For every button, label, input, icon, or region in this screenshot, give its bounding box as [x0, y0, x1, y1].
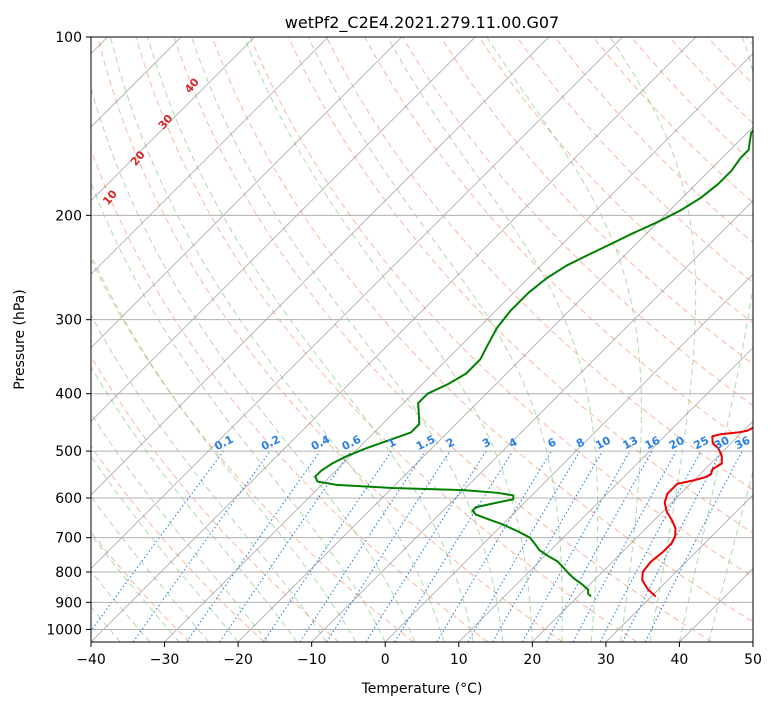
- isotherm-line: [91, 37, 476, 423]
- isotherm-line: [384, 273, 753, 642]
- moist-adiabat-line: [147, 37, 474, 642]
- dry-adiabat-line: [402, 37, 753, 407]
- isotherm-line: [91, 37, 403, 349]
- x-tick-label: 50: [744, 652, 762, 668]
- y-tick-label: 600: [55, 491, 82, 507]
- x-tick-label: −10: [297, 652, 327, 668]
- mixing-ratio-label: 30: [712, 434, 732, 453]
- y-tick-label: 700: [55, 531, 82, 547]
- dry-adiabat-line: [249, 37, 753, 578]
- mixing-ratio-label: 36: [733, 434, 753, 453]
- moist-adiabat-line: [387, 37, 599, 642]
- y-tick-label: 300: [55, 313, 82, 329]
- moist-adiabat-line: [708, 470, 753, 642]
- mixing-ratio-label: 20: [667, 434, 687, 453]
- y-tick-label: 500: [55, 444, 82, 460]
- mixing-ratio-line: [219, 450, 352, 642]
- moist-adiabat-line: [91, 253, 357, 642]
- y-axis-title: Pressure (hPa): [12, 289, 28, 389]
- dry-adiabat-line: [91, 258, 414, 642]
- dry-adiabat-line: [287, 37, 753, 534]
- isotherm-line: [91, 37, 550, 496]
- mixing-ratio-line: [521, 450, 631, 642]
- mixing-ratio-line: [91, 450, 224, 632]
- dry-adiabat-line: [97, 37, 563, 642]
- x-tick-label: 30: [597, 652, 615, 668]
- y-tick-label: 900: [55, 595, 82, 611]
- isotherm-line: [237, 126, 753, 642]
- x-tick-label: −20: [223, 652, 253, 668]
- series-layer: [314, 129, 753, 598]
- dry-adiabat-line: [630, 37, 753, 164]
- y-tick-label: 100: [55, 30, 82, 46]
- isotherm-line: [164, 52, 753, 642]
- background-lines: [91, 37, 753, 642]
- mixing-ratio-label: 25: [692, 434, 712, 453]
- isotherm-line: [91, 37, 256, 202]
- chart-title: wetPf2_C2E4.2021.279.11.00.G07: [285, 13, 559, 33]
- dry-adiabat-line: [326, 37, 753, 491]
- dry-adiabat-line: [91, 445, 265, 642]
- isotherm-line: [91, 37, 623, 570]
- mixing-ratio-line: [394, 450, 514, 642]
- mixing-ratio-line: [132, 450, 271, 642]
- mixing-ratio-line: [186, 450, 321, 642]
- mixing-ratio-line: [546, 450, 653, 642]
- mixing-ratio-label: 13: [621, 434, 641, 453]
- mixing-ratio-label: 10: [593, 434, 613, 453]
- y-tick-label: 400: [55, 387, 82, 403]
- axes: −40 −30 −20 −10 0 10 20 30 40 50 100 200 300 400 500 60…: [46, 30, 762, 668]
- plot-frame: [90, 36, 754, 643]
- y-tick-label: 800: [55, 565, 82, 581]
- isotherm-line: [531, 420, 753, 642]
- y-tick-label: 1000: [46, 622, 82, 638]
- moist-adiabat-line: [91, 412, 268, 642]
- isotherm-line: [311, 199, 753, 642]
- moist-adiabat-line: [91, 181, 386, 642]
- dry-adiabat-line: [135, 37, 638, 642]
- isotherm-line: [458, 347, 753, 642]
- isotherm-line: [91, 37, 697, 642]
- y-tick-label: 200: [55, 208, 82, 224]
- moist-adiabat-line: [91, 533, 180, 642]
- x-tick-label: 40: [671, 652, 689, 668]
- mixing-ratio-line: [326, 450, 451, 642]
- x-axis-title: Temperature (°C): [361, 681, 483, 697]
- moist-adiabat-line: [91, 86, 416, 642]
- x-tick-label: 10: [450, 652, 468, 668]
- moist-adiabat-line: [91, 313, 327, 642]
- mixing-ratio-line: [263, 450, 392, 642]
- dry-adiabat-line: [211, 37, 753, 623]
- moist-adiabat-line: [191, 37, 504, 642]
- mixing-ratio-line: [299, 450, 426, 642]
- moist-adiabat-line: [243, 37, 533, 642]
- x-tick-label: −40: [76, 652, 106, 668]
- x-tick-label: 0: [381, 652, 390, 668]
- dry-adiabat-line: [592, 37, 753, 204]
- dry-adiabat-line: [173, 37, 713, 642]
- x-tick-label: −30: [150, 652, 180, 668]
- temperature-profile-line: [641, 426, 753, 598]
- mixing-ratio-line: [572, 450, 677, 642]
- x-tick-label: 20: [523, 652, 541, 668]
- moist-adiabat-line: [91, 495, 210, 642]
- dewpoint-profile-line: [314, 129, 753, 598]
- moist-adiabat-line: [678, 37, 753, 642]
- isotherm-line: [605, 494, 753, 642]
- moist-adiabat-line: [110, 37, 445, 642]
- isotherm-line: [91, 37, 329, 275]
- moist-adiabat-line: [609, 37, 697, 642]
- mixing-ratio-label: 16: [643, 434, 663, 453]
- mixing-ratio-line: [644, 450, 743, 642]
- moist-adiabat-line: [91, 455, 239, 642]
